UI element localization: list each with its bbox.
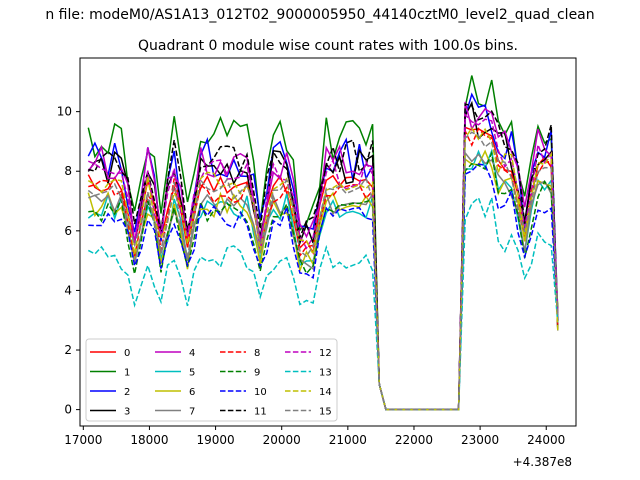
y-tick-label: 0 <box>64 403 72 417</box>
y-tick-label: 4 <box>64 283 72 297</box>
legend-label-5: 5 <box>189 368 195 379</box>
x-axis-ticks: 17000 18000 19000 20000 21000 22000 23000 24000 <box>64 426 565 447</box>
legend-label-1: 1 <box>124 368 130 379</box>
series-line-13 <box>87 196 559 411</box>
x-tick-label: 19000 <box>196 433 234 447</box>
legend-label-9: 9 <box>254 368 260 379</box>
series-line-1 <box>87 75 559 411</box>
chart-suptitle: n file: modeM0/AS1A13_012T02_9000005950_… <box>45 7 594 23</box>
legend-label-10: 10 <box>254 387 267 398</box>
legend-label-14: 14 <box>319 387 332 398</box>
legend-label-12: 12 <box>319 348 332 359</box>
x-tick-label: 24000 <box>527 433 565 447</box>
x-tick-label: 18000 <box>130 433 168 447</box>
legend-box <box>85 338 338 422</box>
legend-label-7: 7 <box>189 407 195 418</box>
legend-label-6: 6 <box>189 387 195 398</box>
series-line-11 <box>88 103 559 411</box>
x-tick-label: 22000 <box>395 433 433 447</box>
plot-lines <box>87 75 559 411</box>
legend-label-8: 8 <box>254 348 260 359</box>
y-tick-label: 8 <box>64 164 72 178</box>
x-tick-label: 21000 <box>329 433 367 447</box>
axes-frame <box>79 57 577 427</box>
x-offset-text: +4.387e8 <box>513 455 572 469</box>
series-line-15 <box>87 131 559 411</box>
x-tick-label: 17000 <box>64 433 102 447</box>
legend-label-15: 15 <box>319 407 332 418</box>
series-line-8 <box>88 127 559 411</box>
x-tick-label: 20000 <box>263 433 301 447</box>
y-tick-label: 2 <box>64 343 72 357</box>
y-tick-label: 10 <box>57 105 72 119</box>
series-line-10 <box>88 163 559 411</box>
legend-label-0: 0 <box>124 348 130 359</box>
legend-label-2: 2 <box>124 387 130 398</box>
legend-label-4: 4 <box>189 348 195 359</box>
y-axis-ticks: 0 2 4 6 8 10 <box>57 105 80 417</box>
legend-label-11: 11 <box>254 407 267 418</box>
legend-label-3: 3 <box>124 407 130 418</box>
chart-title: Quadrant 0 module wise count rates with … <box>138 38 518 54</box>
legend-label-13: 13 <box>319 368 332 379</box>
series-line-12 <box>88 112 559 411</box>
x-tick-label: 23000 <box>461 433 499 447</box>
y-tick-label: 6 <box>64 224 72 238</box>
